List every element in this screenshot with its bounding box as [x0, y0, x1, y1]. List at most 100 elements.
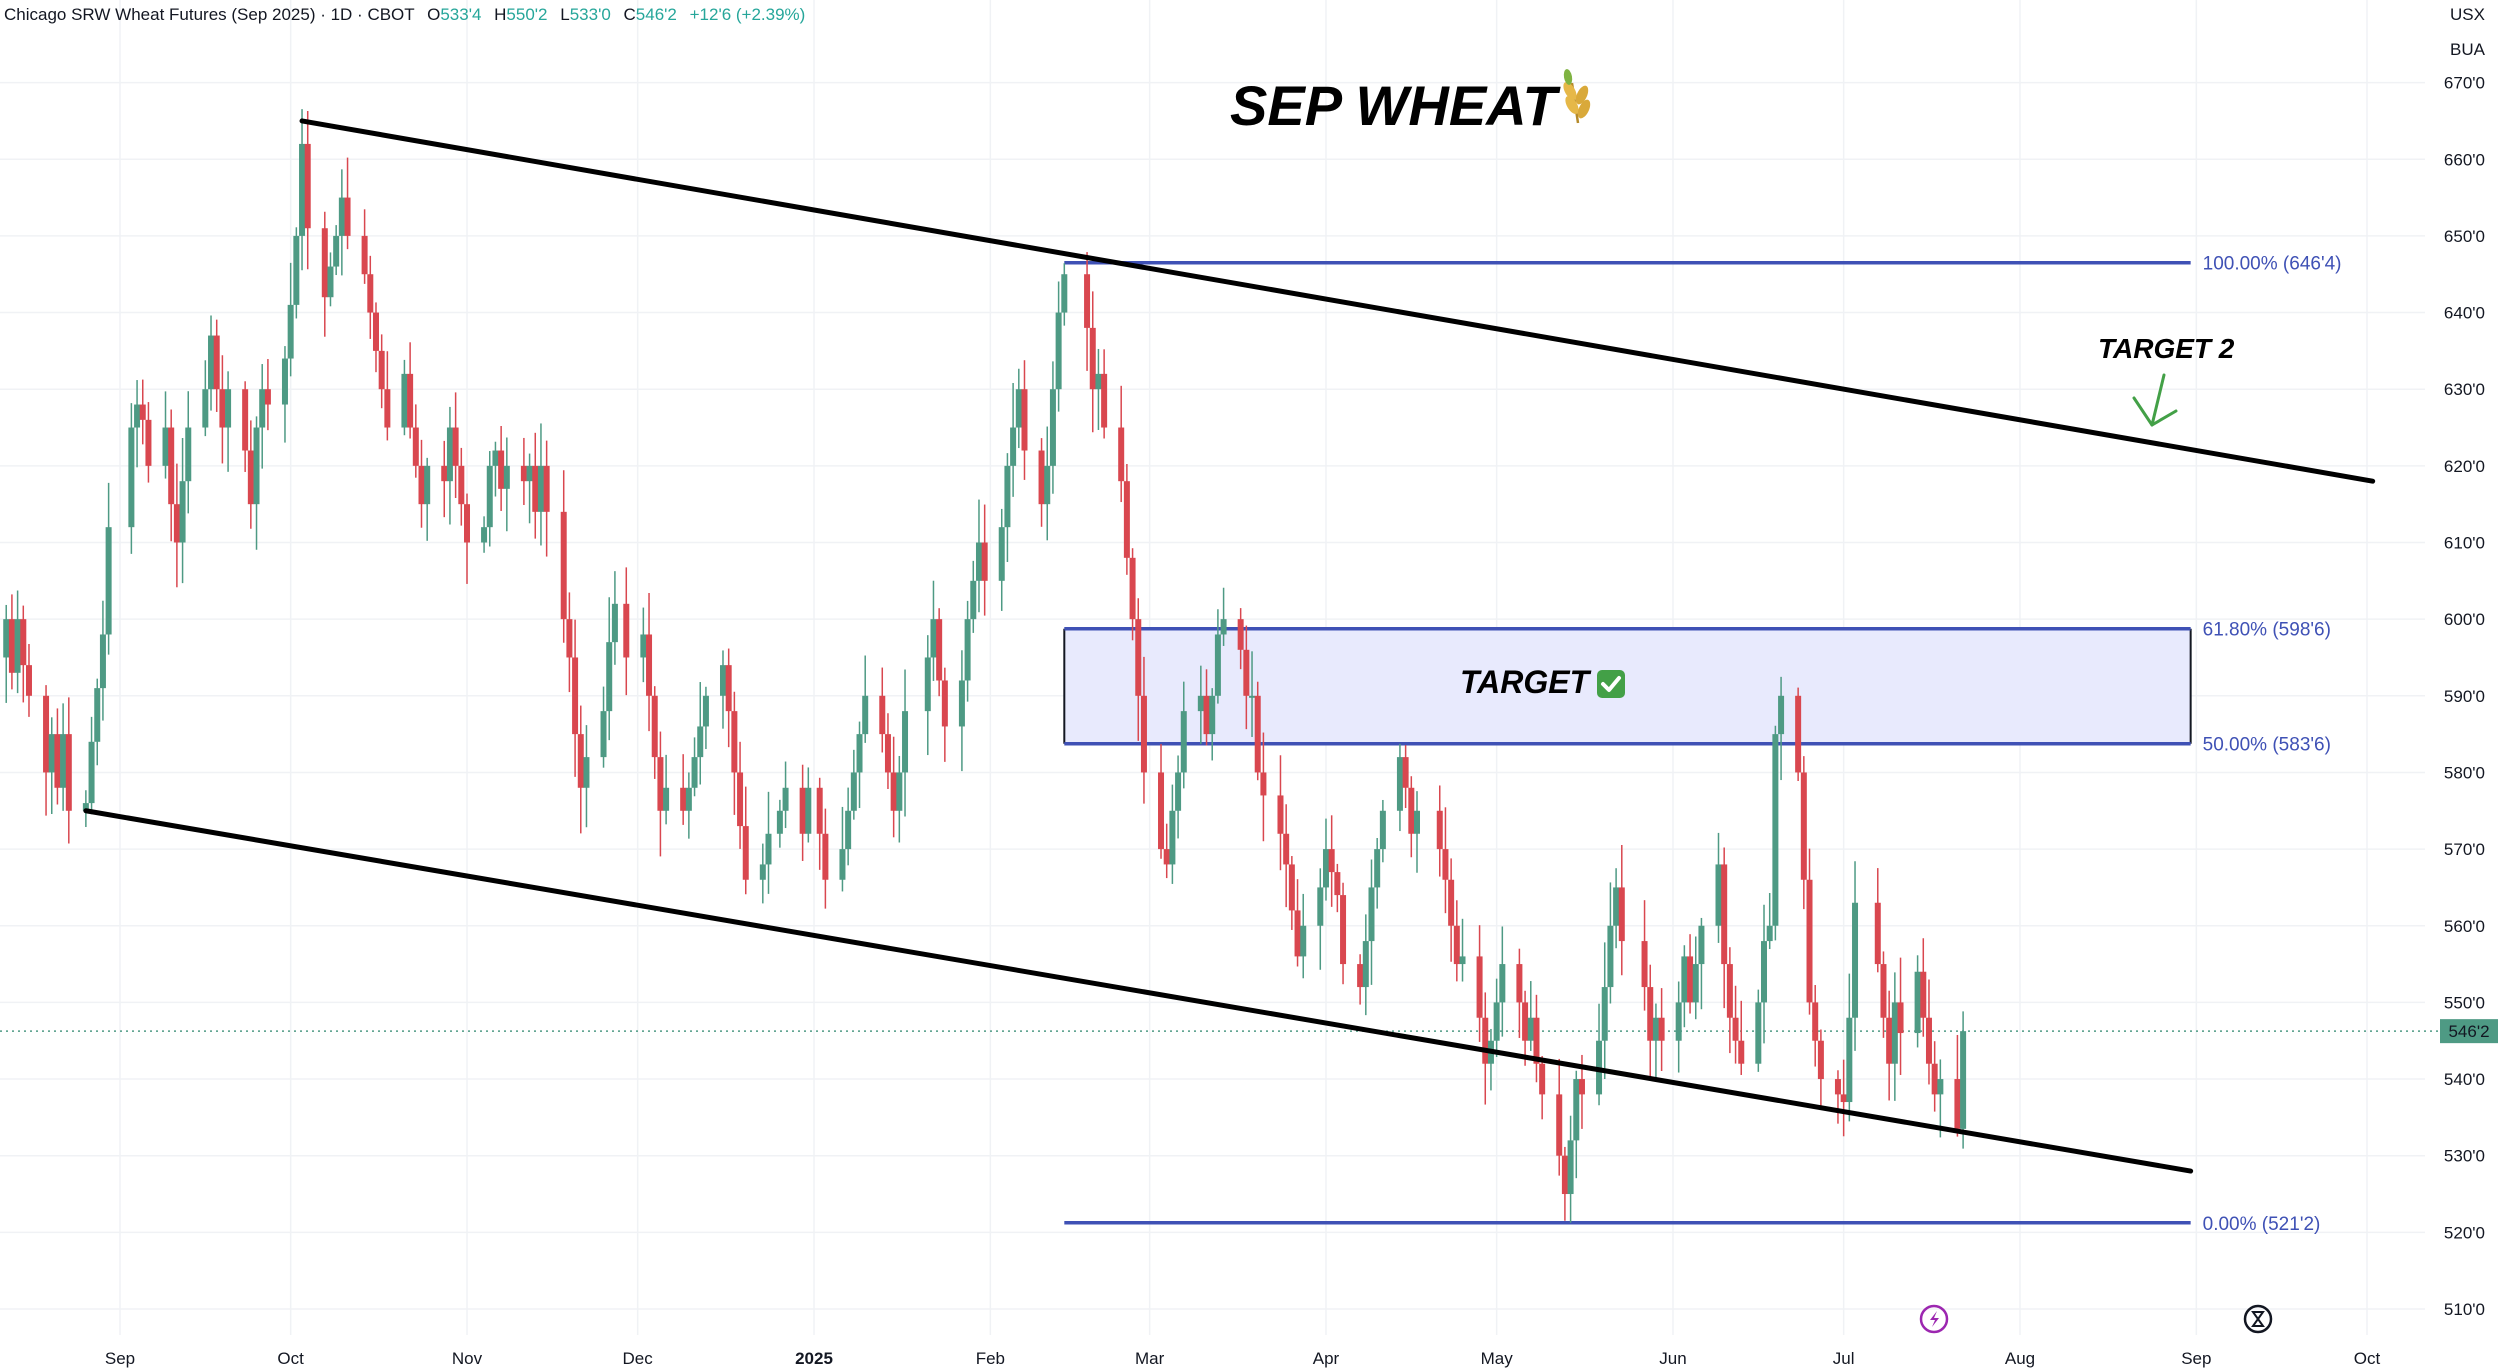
candle	[930, 580, 937, 681]
channel-upper-line	[299, 118, 2376, 484]
candle	[1573, 1070, 1580, 1179]
candle-body	[611, 603, 618, 643]
candle-body	[691, 757, 698, 788]
open-value: 533'4	[440, 5, 481, 24]
candle-body	[685, 787, 692, 811]
candle	[441, 440, 448, 518]
candle-body	[1368, 887, 1375, 942]
lightning-icon[interactable]	[1919, 1304, 1949, 1334]
candle	[1294, 879, 1301, 967]
candle-body	[1834, 1079, 1841, 1095]
currency-label: USX	[2450, 5, 2485, 24]
candle	[1453, 900, 1460, 982]
candle-body	[139, 404, 146, 420]
candle-body	[560, 511, 567, 620]
candle	[1055, 281, 1062, 412]
candle-body	[134, 404, 141, 428]
candle	[1925, 979, 1932, 1085]
candle	[1931, 1041, 1938, 1112]
candle	[1254, 681, 1261, 781]
candle	[1806, 848, 1813, 1015]
candle	[8, 594, 15, 690]
candle	[498, 426, 505, 511]
candle	[975, 499, 982, 613]
candle	[327, 252, 334, 307]
candle	[572, 619, 579, 777]
candle-body	[185, 427, 192, 482]
x-tick-label: Oct	[2354, 1349, 2381, 1368]
candle-body	[1726, 964, 1733, 1018]
candle	[1692, 936, 1699, 1020]
candle-body	[1004, 465, 1011, 528]
candle-body	[566, 619, 573, 658]
candle-body	[941, 680, 948, 727]
fib-label: 61.80% (598'6)	[2203, 620, 2331, 641]
check-mark-icon	[1597, 670, 1625, 698]
candle	[1897, 957, 1904, 1075]
candle-body	[1755, 1002, 1762, 1064]
candle	[14, 590, 21, 694]
candle-body	[1539, 1063, 1546, 1095]
candle	[1795, 687, 1802, 782]
candle	[134, 380, 141, 468]
candle	[845, 787, 852, 866]
candle-body	[1482, 1017, 1489, 1064]
candle	[1880, 951, 1887, 1038]
candle-body	[805, 787, 812, 834]
candle	[1448, 858, 1455, 962]
candle	[964, 600, 971, 702]
candle-body	[1334, 872, 1341, 896]
candle-body	[520, 465, 527, 482]
candle	[1396, 743, 1403, 832]
candle-body	[1573, 1079, 1580, 1141]
candle	[640, 607, 647, 683]
candle	[1840, 1059, 1847, 1137]
candle	[1328, 815, 1335, 907]
low-value: 533'0	[570, 5, 611, 24]
candle-body	[1362, 941, 1369, 988]
candle-body	[543, 465, 550, 512]
candle-body	[1761, 941, 1768, 1003]
x-tick-label: Jun	[1659, 1349, 1686, 1368]
fib-levels: 100.00% (646'4) 61.80% (598'6) 50.00% (583…	[1064, 254, 2341, 1235]
candle-body	[1300, 925, 1307, 957]
candle-body	[1778, 695, 1785, 735]
candle	[1203, 669, 1210, 746]
x-tick-label: 2025	[795, 1349, 833, 1368]
candle-body	[1317, 887, 1324, 926]
candle	[1237, 608, 1244, 670]
candle	[446, 406, 453, 525]
candle	[25, 643, 32, 717]
candle	[776, 799, 783, 848]
target-2-label: TARGET 2	[2098, 333, 2235, 364]
candle	[731, 691, 738, 815]
candle-body	[304, 143, 311, 229]
candle	[185, 391, 192, 514]
candle	[879, 667, 886, 753]
candle-body	[1158, 772, 1165, 850]
candle	[1442, 807, 1449, 914]
low-label: L	[560, 5, 569, 24]
candle	[281, 346, 288, 443]
candle-body	[1715, 864, 1722, 926]
candle-body	[822, 833, 829, 880]
symbol-title: Chicago SRW Wheat Futures (Sep 2025) · 1…	[4, 5, 414, 24]
candle	[1817, 1029, 1824, 1106]
candle	[1004, 453, 1011, 563]
candle-body	[65, 734, 72, 811]
candle-body	[1527, 1017, 1534, 1041]
candle-body	[1049, 389, 1056, 466]
candle	[1522, 990, 1529, 1066]
candle	[1715, 832, 1722, 943]
candle-body	[213, 335, 220, 390]
candle-body	[1721, 864, 1728, 965]
candle-body	[970, 580, 977, 620]
candle	[1334, 863, 1341, 913]
candle	[520, 437, 527, 506]
candle-body	[1021, 389, 1028, 451]
close-value: 546'2	[636, 5, 677, 24]
candle	[1658, 988, 1665, 1072]
candle	[1402, 745, 1409, 809]
hourglass-icon[interactable]	[2243, 1304, 2273, 1334]
